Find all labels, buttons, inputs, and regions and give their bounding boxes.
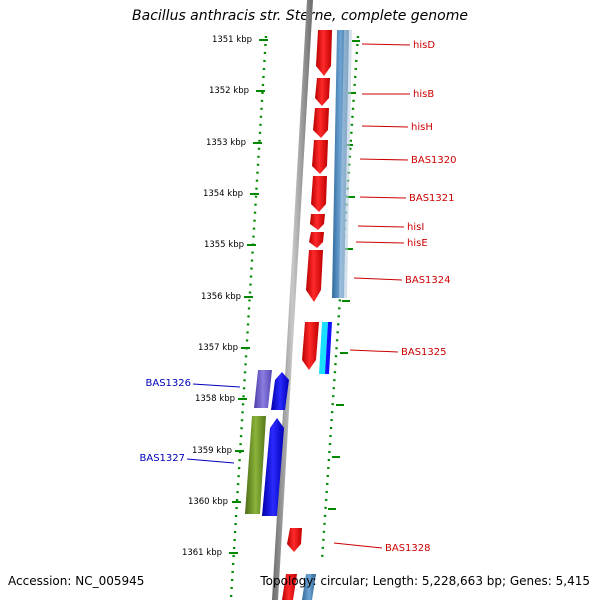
gene-label[interactable]: hisD	[413, 40, 435, 51]
gene-label[interactable]: hisB	[413, 89, 434, 100]
ruler-ticks	[229, 39, 268, 554]
backbone-line	[272, 0, 313, 600]
label-leaders	[186, 43, 411, 549]
ruler-tick-label: 1356 kbp	[201, 292, 241, 302]
gene-label[interactable]: BAS1326	[146, 378, 192, 389]
gene-BAS1327-olive[interactable]	[245, 416, 266, 514]
reverse-band-segment	[339, 30, 352, 298]
map-title: Bacillus anthracis str. Sterne, complete…	[132, 8, 468, 24]
leader-BAS1325	[349, 349, 399, 353]
gene-hisE[interactable]	[309, 232, 324, 248]
gene-hisB[interactable]	[315, 78, 330, 106]
ruler-line	[229, 35, 268, 599]
gene-label[interactable]: hisI	[407, 222, 424, 233]
ruler-tick-label: 1351 kbp	[212, 35, 252, 45]
leader-hisH	[361, 125, 409, 128]
reverse-strand-band	[302, 30, 352, 600]
gene-BAS1324[interactable]	[306, 250, 323, 302]
gene-label[interactable]: BAS1328	[385, 543, 431, 554]
ruler: 1351 kbp 1352 kbp 1353 kbp 1354 kbp 1355…	[182, 35, 268, 599]
ruler-labels: 1351 kbp 1352 kbp 1353 kbp 1354 kbp 1355…	[182, 35, 252, 558]
leader-BAS1328	[333, 542, 383, 549]
forward-genes	[282, 30, 332, 600]
ruler-tick-label: 1353 kbp	[206, 138, 246, 148]
gene-label[interactable]: hisE	[407, 238, 428, 249]
topology-text: Topology: circular; Length: 5,228,663 bp…	[260, 574, 590, 588]
accession-text: Accession: NC_005945	[8, 574, 145, 588]
gene-BAS1326-blue[interactable]	[271, 372, 289, 410]
gene-label[interactable]: BAS1321	[409, 193, 455, 204]
gene-labels: hisD hisB hisH BAS1320 BAS1321 hisI hisE…	[140, 40, 457, 554]
backbone	[272, 0, 313, 600]
ruler-tick-label: 1360 kbp	[188, 497, 228, 507]
ruler-tick-label: 1354 kbp	[203, 189, 243, 199]
leader-hisE	[355, 241, 405, 244]
leader-hisI	[357, 225, 405, 228]
leader-BAS1324	[353, 277, 403, 281]
leader-BAS1320	[359, 158, 409, 161]
gene-BAS1325-blue[interactable]	[325, 322, 332, 374]
gene-label[interactable]: BAS1320	[411, 155, 457, 166]
leader-BAS1327	[186, 458, 235, 464]
ruler-tick-label: 1352 kbp	[209, 86, 249, 96]
ruler-tick-label: 1358 kbp	[195, 394, 235, 404]
gene-BAS1327-blue[interactable]	[262, 418, 284, 516]
leader-hisD	[361, 43, 411, 46]
ruler-tick-label: 1361 kbp	[182, 548, 222, 558]
leader-BAS1321	[359, 196, 407, 199]
gene-BAS1326-purple[interactable]	[254, 370, 272, 408]
gene-BAS1320[interactable]	[312, 140, 328, 174]
gene-label[interactable]: BAS1324	[405, 275, 451, 286]
gene-bottom-red[interactable]	[282, 574, 297, 600]
leader-BAS1326	[192, 383, 241, 388]
reverse-band-segment	[302, 574, 316, 600]
gene-label[interactable]: BAS1327	[140, 453, 186, 464]
left-genes	[245, 370, 289, 516]
gene-hisH[interactable]	[313, 108, 329, 138]
right-ruler	[320, 35, 360, 561]
gene-BAS1325-red[interactable]	[302, 322, 319, 370]
gene-hisD[interactable]	[316, 30, 332, 76]
ruler-tick-label: 1357 kbp	[198, 343, 238, 353]
gene-BAS1328[interactable]	[287, 528, 302, 552]
gene-label[interactable]: hisH	[411, 122, 433, 133]
ruler-tick-label: 1355 kbp	[204, 240, 244, 250]
gene-hisI[interactable]	[310, 214, 325, 230]
ruler-tick-label: 1359 kbp	[192, 446, 232, 456]
gene-BAS1321[interactable]	[311, 176, 327, 212]
gene-label[interactable]: BAS1325	[401, 347, 447, 358]
